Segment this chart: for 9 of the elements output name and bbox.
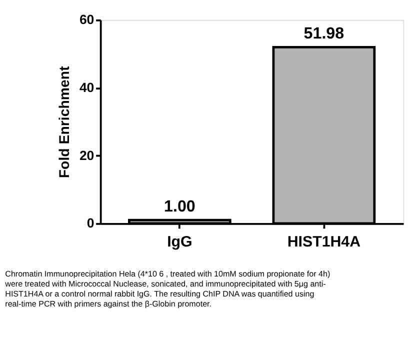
x-tick-label: HIST1H4A [287, 234, 361, 251]
y-tick-label: 0 [86, 216, 94, 231]
y-tick-label: 60 [79, 12, 94, 28]
x-tick-label: IgG [167, 234, 192, 251]
y-tick-label: 40 [79, 80, 94, 96]
y-axis-title: Fold Enrichment [57, 66, 74, 178]
data-label: 51.98 [304, 24, 344, 43]
y-tick-label: 20 [79, 148, 94, 163]
data-label: 1.00 [164, 198, 196, 216]
